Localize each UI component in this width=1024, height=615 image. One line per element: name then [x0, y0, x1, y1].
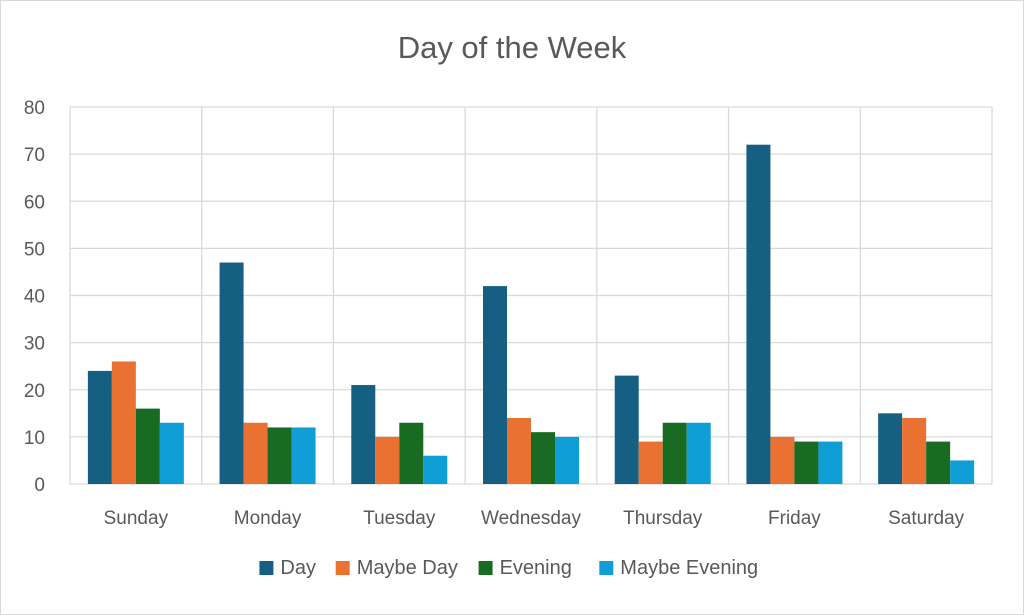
- bar-maybe-day: [507, 418, 531, 484]
- bar-maybe-evening: [818, 441, 843, 484]
- bar-maybe-evening: [159, 422, 184, 484]
- chart-title: Day of the Week: [398, 30, 627, 65]
- bar-evening: [267, 427, 292, 484]
- legend-label: Evening: [500, 557, 572, 579]
- x-tick-label: Tuesday: [363, 508, 436, 529]
- x-tick-label: Thursday: [623, 508, 703, 529]
- bar-evening: [794, 441, 819, 484]
- bar-day: [746, 144, 771, 484]
- legend-swatch: [335, 561, 350, 575]
- y-tick-label: 30: [24, 334, 45, 355]
- x-tick-label: Saturday: [888, 508, 965, 529]
- bar-maybe-evening: [950, 460, 975, 484]
- y-axis-ticks: 0 10 20 30 40 50 60 70 80: [24, 98, 45, 496]
- bar-maybe-evening: [686, 422, 711, 484]
- bar-day: [351, 385, 376, 484]
- bar-evening: [135, 408, 160, 484]
- legend-swatch: [599, 561, 614, 575]
- x-tick-label: Monday: [234, 508, 302, 529]
- y-tick-label: 70: [24, 145, 45, 166]
- y-tick-label: 50: [24, 239, 45, 260]
- bar-maybe-day: [902, 418, 927, 484]
- legend-swatch: [259, 561, 274, 575]
- y-tick-label: 20: [24, 381, 45, 402]
- y-tick-label: 10: [24, 428, 45, 449]
- bar-maybe-day: [111, 361, 136, 484]
- x-axis-ticks: Sunday Monday Tuesday Wednesday Thursday Frid…: [104, 508, 965, 529]
- y-tick-label: 0: [34, 475, 45, 496]
- bar-maybe-evening: [291, 427, 316, 484]
- x-tick-label: Friday: [768, 508, 821, 529]
- bar-day: [483, 286, 507, 484]
- y-tick-label: 60: [24, 192, 45, 213]
- bar-maybe-day: [638, 441, 663, 484]
- y-tick-label: 80: [24, 98, 45, 119]
- x-tick-label: Sunday: [104, 508, 169, 529]
- bar-maybe-evening: [555, 436, 579, 484]
- bars: [87, 144, 975, 484]
- bar-maybe-day: [375, 436, 400, 484]
- y-tick-label: 40: [24, 287, 45, 308]
- bar-maybe-day: [243, 422, 268, 484]
- x-tick-label: Wednesday: [481, 508, 581, 529]
- bar-day: [614, 375, 639, 484]
- bar-evening: [531, 432, 555, 484]
- legend-swatch: [478, 561, 493, 575]
- bar-day: [219, 262, 244, 484]
- legend-label: Maybe Day: [357, 557, 458, 579]
- bar-evening: [662, 422, 687, 484]
- legend-label: Day: [280, 557, 316, 579]
- bar-evening: [399, 422, 424, 484]
- legend-label: Maybe Evening: [620, 557, 758, 579]
- legend: Day Maybe Day Evening Maybe Evening: [259, 557, 758, 579]
- bar-day: [878, 413, 903, 484]
- bar-day: [87, 370, 112, 484]
- bar-maybe-day: [770, 436, 795, 484]
- bar-evening: [926, 441, 951, 484]
- bar-maybe-evening: [423, 455, 448, 484]
